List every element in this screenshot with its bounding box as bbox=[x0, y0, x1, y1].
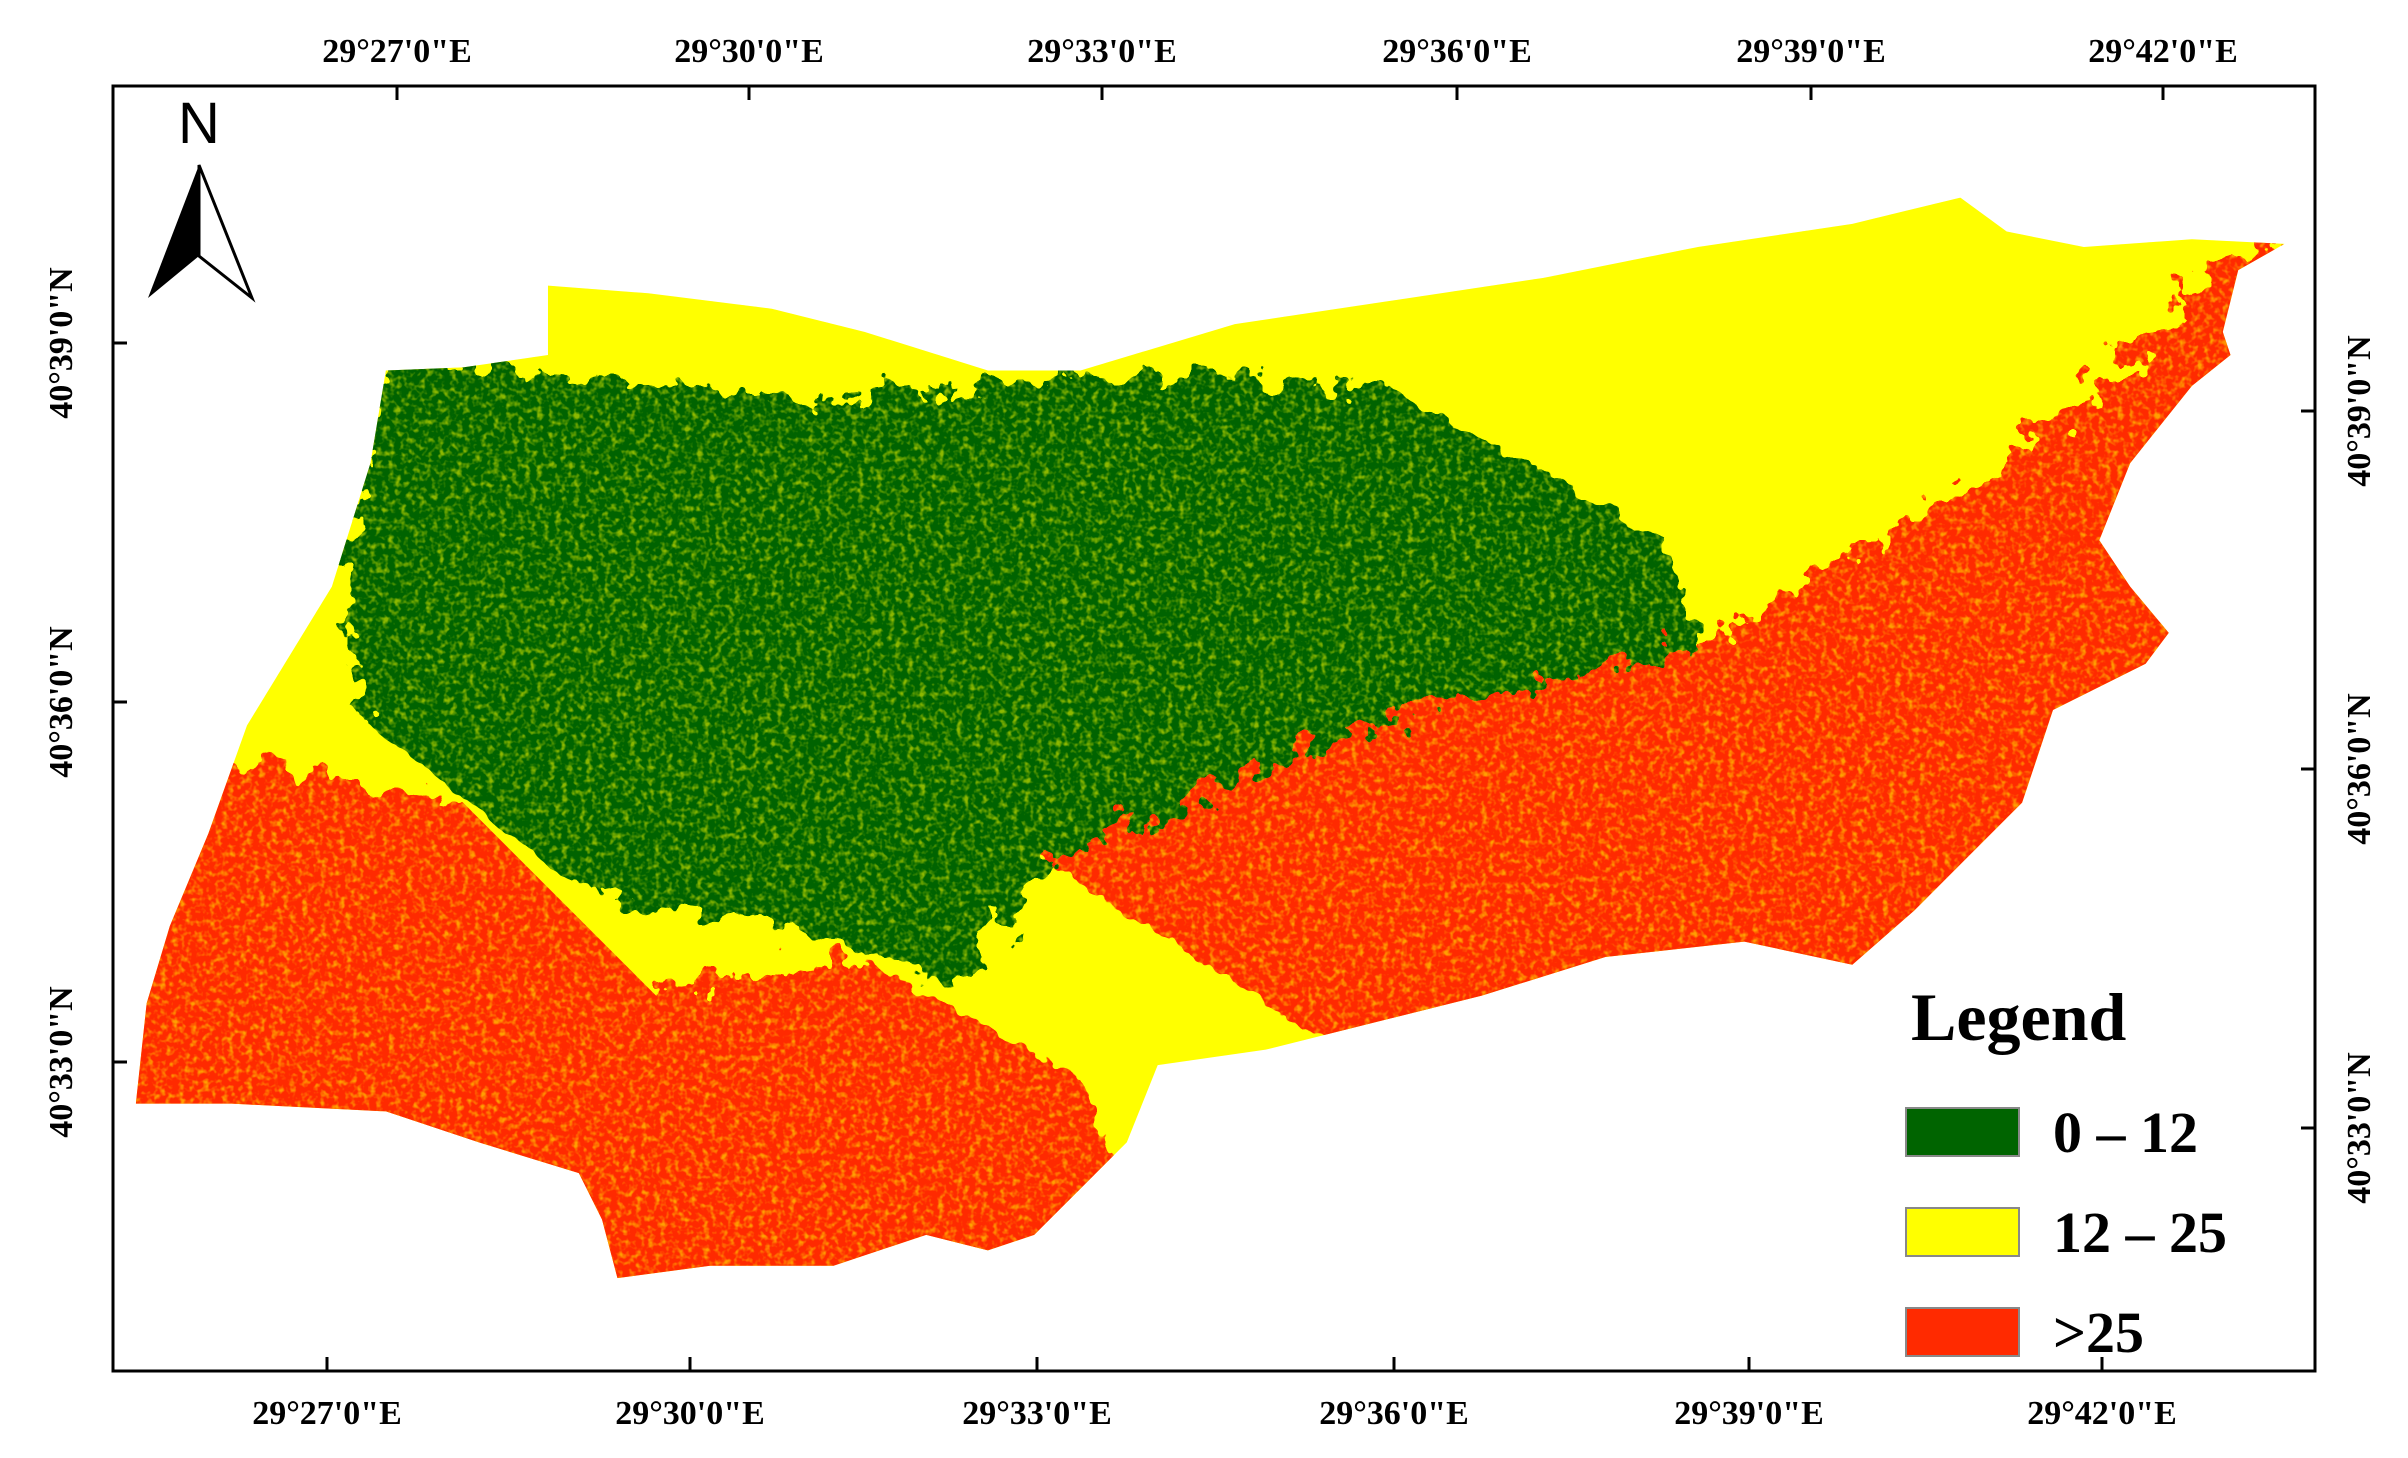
legend-swatch bbox=[1905, 1107, 2020, 1157]
lon-label: 29°27'0"E bbox=[252, 1395, 402, 1432]
legend-swatch bbox=[1905, 1207, 2020, 1257]
lon-label: 29°27'0"E bbox=[322, 33, 472, 70]
north-arrow-left bbox=[148, 165, 199, 298]
lon-label: 29°33'0"E bbox=[1027, 33, 1177, 70]
lon-label: 29°39'0"E bbox=[1674, 1395, 1824, 1432]
lat-label: 40°33'0"N bbox=[43, 986, 80, 1138]
lat-label: 40°39'0"N bbox=[43, 267, 80, 419]
lon-label: 29°30'0"E bbox=[674, 33, 824, 70]
north-arrow bbox=[148, 164, 256, 303]
lon-label: 29°42'0"E bbox=[2027, 1395, 2177, 1432]
lat-label: 40°33'0"N bbox=[2341, 1052, 2378, 1204]
legend-title: Legend bbox=[1911, 979, 2127, 1055]
lon-label: 29°39'0"E bbox=[1736, 33, 1886, 70]
legend-label: >25 bbox=[2053, 1300, 2144, 1365]
lon-label: 29°36'0"E bbox=[1319, 1395, 1469, 1432]
lat-label: 40°36'0"N bbox=[43, 626, 80, 778]
north-arrow-right bbox=[197, 164, 256, 303]
map-frame bbox=[111, 84, 2317, 1373]
lon-label: 29°36'0"E bbox=[1382, 33, 1532, 70]
legend-label: 12 – 25 bbox=[2053, 1200, 2227, 1265]
legend-label: 0 – 12 bbox=[2053, 1100, 2198, 1165]
lat-label: 40°36'0"N bbox=[2341, 693, 2378, 845]
legend-swatch bbox=[1905, 1307, 2020, 1357]
lon-label: 29°30'0"E bbox=[615, 1395, 765, 1432]
north-label: N bbox=[178, 91, 220, 156]
lon-label: 29°33'0"E bbox=[962, 1395, 1112, 1432]
lon-label: 29°42'0"E bbox=[2088, 33, 2238, 70]
lat-label: 40°39'0"N bbox=[2341, 335, 2378, 487]
